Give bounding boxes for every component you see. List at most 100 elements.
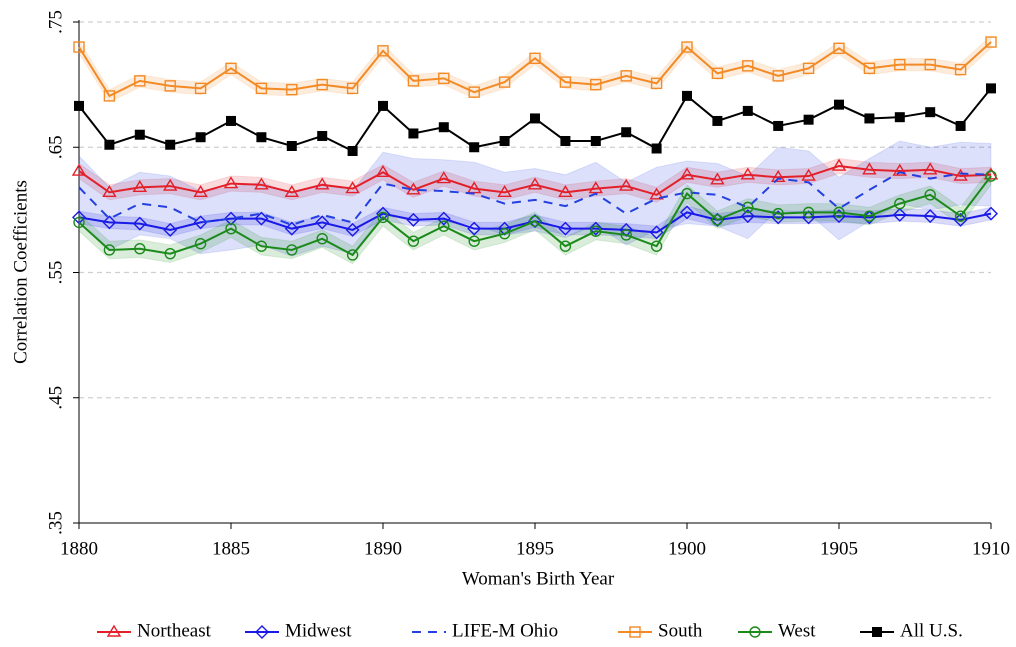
legend-marker [872, 627, 882, 637]
marker [925, 107, 936, 118]
marker [742, 201, 754, 214]
marker [863, 62, 876, 75]
y-tick-label: .45 [45, 386, 66, 410]
marker [193, 215, 208, 230]
marker [985, 170, 997, 182]
marker [225, 222, 237, 235]
legend-label: All U.S. [900, 620, 963, 641]
marker [864, 113, 875, 124]
marker [801, 168, 816, 181]
marker [651, 143, 662, 154]
marker [134, 75, 146, 87]
marker [529, 215, 541, 227]
marker [924, 189, 936, 201]
marker [163, 222, 178, 237]
marker [621, 127, 632, 138]
marker [650, 240, 663, 252]
marker [712, 115, 723, 126]
marker [862, 162, 877, 175]
marker [924, 58, 936, 71]
marker [711, 67, 724, 80]
marker [530, 113, 540, 124]
marker [132, 216, 147, 231]
marker [590, 225, 602, 237]
marker [286, 244, 298, 256]
marker [164, 80, 176, 92]
marker [711, 214, 724, 226]
marker [315, 215, 330, 230]
marker [468, 86, 480, 98]
marker [831, 158, 847, 171]
marker [193, 184, 208, 198]
marker [104, 139, 115, 150]
marker [680, 205, 694, 220]
marker [164, 248, 176, 260]
marker [407, 75, 420, 87]
marker [955, 120, 966, 131]
marker [317, 130, 328, 141]
marker [770, 169, 786, 183]
y-tick-label: .55 [45, 261, 66, 285]
legend-label: LIFE-M Ohio [452, 620, 558, 641]
marker [499, 135, 510, 146]
marker [559, 240, 572, 252]
marker [469, 142, 480, 153]
marker [740, 167, 756, 180]
marker [742, 105, 753, 116]
legend-marker [629, 626, 641, 638]
x-tick-label: 1905 [820, 538, 858, 559]
marker [983, 167, 999, 180]
marker [103, 90, 116, 102]
marker [681, 41, 693, 53]
marker [833, 206, 845, 219]
marker [802, 206, 815, 219]
marker [559, 76, 572, 88]
marker [649, 225, 664, 240]
marker [985, 36, 997, 48]
marker [558, 184, 573, 198]
legend-marker [749, 626, 761, 638]
marker [407, 235, 420, 247]
marker [954, 63, 967, 76]
marker [954, 210, 967, 222]
series-line [78, 171, 992, 226]
marker [892, 207, 907, 222]
marker [314, 177, 330, 190]
marker [254, 211, 269, 226]
marker [498, 76, 511, 88]
marker [316, 78, 328, 91]
x-tick-label: 1880 [60, 538, 98, 559]
marker [226, 115, 236, 126]
y-tick-label: .35 [45, 511, 66, 535]
x-tick-label: 1885 [212, 538, 250, 559]
marker [132, 179, 148, 193]
marker [194, 82, 207, 95]
marker [527, 177, 543, 190]
marker [742, 60, 754, 72]
marker [195, 132, 206, 143]
marker [650, 77, 663, 90]
marker [497, 184, 512, 198]
y-tick-label: .75 [45, 10, 66, 34]
marker [863, 210, 876, 222]
marker [803, 114, 814, 125]
marker [772, 207, 784, 220]
marker [225, 62, 237, 75]
legend-label: Northeast [137, 620, 212, 641]
marker [438, 72, 450, 85]
marker [681, 187, 693, 200]
x-axis-title: Woman's Birth Year [462, 568, 615, 589]
marker [345, 222, 360, 237]
marker [347, 146, 358, 157]
confidence-band [78, 140, 992, 257]
marker [103, 244, 116, 256]
marker [286, 83, 298, 96]
marker [436, 171, 452, 184]
marker [376, 206, 390, 221]
marker [102, 215, 117, 230]
marker [224, 211, 238, 226]
marker [468, 235, 480, 247]
legend-label: South [658, 620, 703, 641]
y-axis-title: Correlation Coefficients [10, 180, 31, 364]
marker [316, 232, 328, 245]
